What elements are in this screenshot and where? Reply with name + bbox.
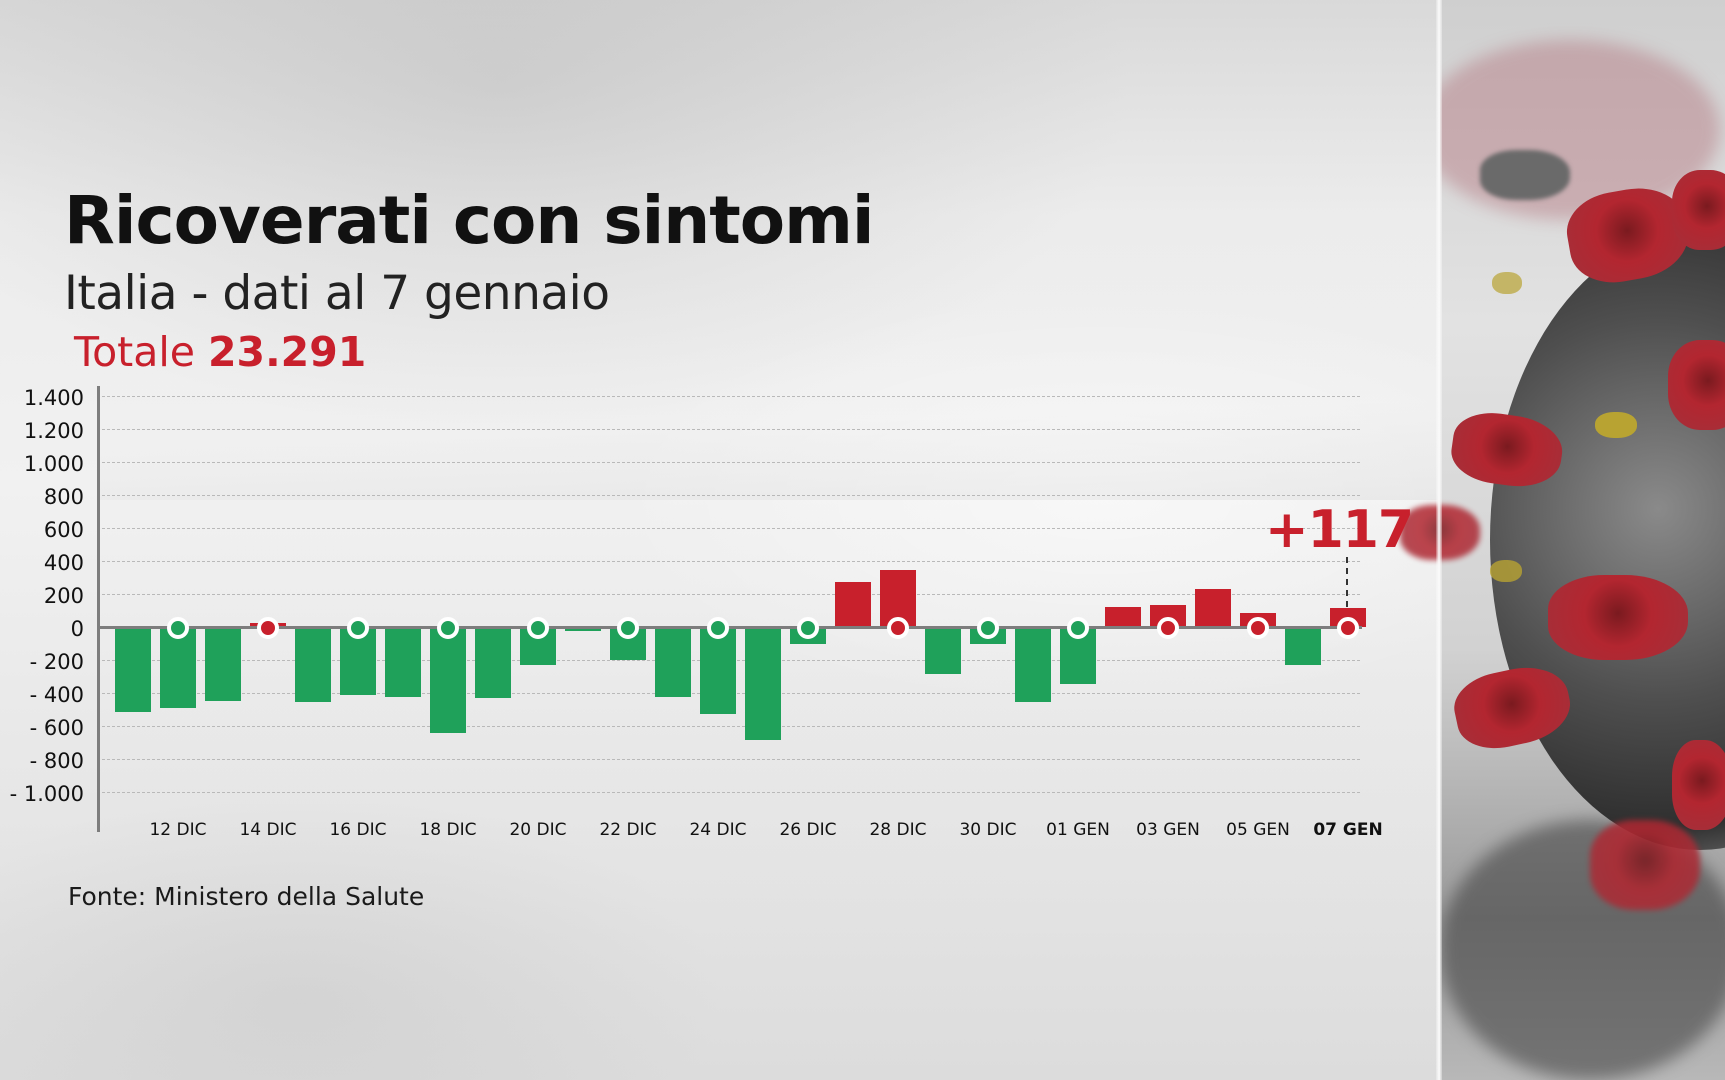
y-tick-label: 200 xyxy=(43,584,84,608)
bar-29-dic xyxy=(925,627,961,674)
bar-02-gen xyxy=(1105,606,1141,627)
date-marker-dot xyxy=(1247,617,1269,639)
y-tick-label: 400 xyxy=(43,551,84,575)
gridline xyxy=(102,495,1360,496)
gridline xyxy=(102,462,1360,463)
x-tick-label: 05 GEN xyxy=(1226,820,1290,840)
virus-spike-icon xyxy=(1590,820,1700,910)
x-tick-label: 22 DIC xyxy=(599,820,657,840)
bar-13-dic xyxy=(205,627,241,702)
zero-line xyxy=(100,626,1362,629)
bar-04-gen xyxy=(1195,588,1231,627)
bar-18-dic xyxy=(430,627,466,734)
date-marker-dot xyxy=(257,617,279,639)
chart-title: Ricoverati con sintomi xyxy=(64,182,875,259)
chart-subtitle: Italia - dati al 7 gennaio xyxy=(64,266,610,321)
virus-protein-icon xyxy=(1490,560,1522,582)
bar-27-dic xyxy=(835,581,871,627)
y-tick-label: - 600 xyxy=(29,716,84,740)
annotation-leader-line xyxy=(1346,557,1348,607)
gridline xyxy=(102,429,1360,430)
x-tick-label: 24 DIC xyxy=(689,820,747,840)
total-number: 23.291 xyxy=(208,328,367,376)
background-band xyxy=(100,380,1440,500)
bar-06-gen xyxy=(1285,627,1321,665)
x-tick-label: 16 DIC xyxy=(329,820,387,840)
x-tick-label: 01 GEN xyxy=(1046,820,1110,840)
y-tick-label: - 800 xyxy=(29,749,84,773)
bar-31-dic xyxy=(1015,627,1051,702)
gridline xyxy=(102,594,1360,595)
bar-17-dic xyxy=(385,627,421,698)
panel-divider xyxy=(1436,0,1442,1080)
gridline xyxy=(102,528,1360,529)
total-label: Totale xyxy=(74,328,195,376)
y-tick-label: - 1.000 xyxy=(9,782,84,806)
bar-25-dic xyxy=(745,627,781,741)
gridline xyxy=(102,396,1360,397)
y-tick-label: 1.400 xyxy=(23,386,84,410)
total-value: Totale 23.291 xyxy=(74,328,366,376)
date-marker-dot xyxy=(707,617,729,639)
background-map xyxy=(0,0,1440,1080)
date-marker-dot xyxy=(527,617,549,639)
x-tick-label: 18 DIC xyxy=(419,820,477,840)
bar-15-dic xyxy=(295,627,331,703)
date-marker-dot xyxy=(1337,617,1359,639)
date-marker-dot xyxy=(167,617,189,639)
bar-12-dic xyxy=(160,627,196,709)
x-tick-label: 20 DIC xyxy=(509,820,567,840)
date-marker-dot xyxy=(347,617,369,639)
virus-spike-icon xyxy=(1480,150,1570,200)
virus-protein-icon xyxy=(1595,412,1637,438)
x-tick-label: 14 DIC xyxy=(239,820,297,840)
date-marker-dot xyxy=(1067,617,1089,639)
date-marker-dot xyxy=(887,617,909,639)
y-tick-label: - 200 xyxy=(29,650,84,674)
x-tick-label: 07 GEN xyxy=(1313,820,1383,840)
y-tick-label: 800 xyxy=(43,485,84,509)
x-tick-label: 03 GEN xyxy=(1136,820,1200,840)
date-marker-dot xyxy=(1157,617,1179,639)
x-tick-label: 26 DIC xyxy=(779,820,837,840)
bar-11-dic xyxy=(115,627,151,713)
date-marker-dot xyxy=(797,617,819,639)
date-marker-dot xyxy=(977,617,999,639)
bar-23-dic xyxy=(655,627,691,698)
gridline xyxy=(102,561,1360,562)
y-tick-label: - 400 xyxy=(29,683,84,707)
y-tick-label: 1.200 xyxy=(23,419,84,443)
virus-spike-icon xyxy=(1668,340,1725,430)
y-tick-label: 0 xyxy=(70,617,84,641)
virus-spike-icon xyxy=(1548,575,1688,660)
bar-19-dic xyxy=(475,627,511,698)
y-axis xyxy=(97,386,100,832)
gridline xyxy=(102,726,1360,727)
date-marker-dot xyxy=(437,617,459,639)
gridline xyxy=(102,759,1360,760)
y-tick-label: 600 xyxy=(43,518,84,542)
x-tick-label: 30 DIC xyxy=(959,820,1017,840)
x-tick-label: 12 DIC xyxy=(149,820,207,840)
bar-chart: 1.400 1.200 1.000 800 600 400 200 0 - 200 - 400 - … xyxy=(9,386,1414,840)
virus-spike-icon xyxy=(1672,170,1725,250)
x-tick-label: 28 DIC xyxy=(869,820,927,840)
virus-protein-icon xyxy=(1492,272,1522,294)
date-marker-dot xyxy=(617,617,639,639)
virus-spike-icon xyxy=(1672,740,1725,830)
last-value-annotation: +117 xyxy=(1265,500,1414,560)
gridline xyxy=(102,792,1360,793)
bar-24-dic xyxy=(700,627,736,715)
source-note: Fonte: Ministero della Salute xyxy=(68,882,425,911)
y-tick-label: 1.000 xyxy=(23,452,84,476)
